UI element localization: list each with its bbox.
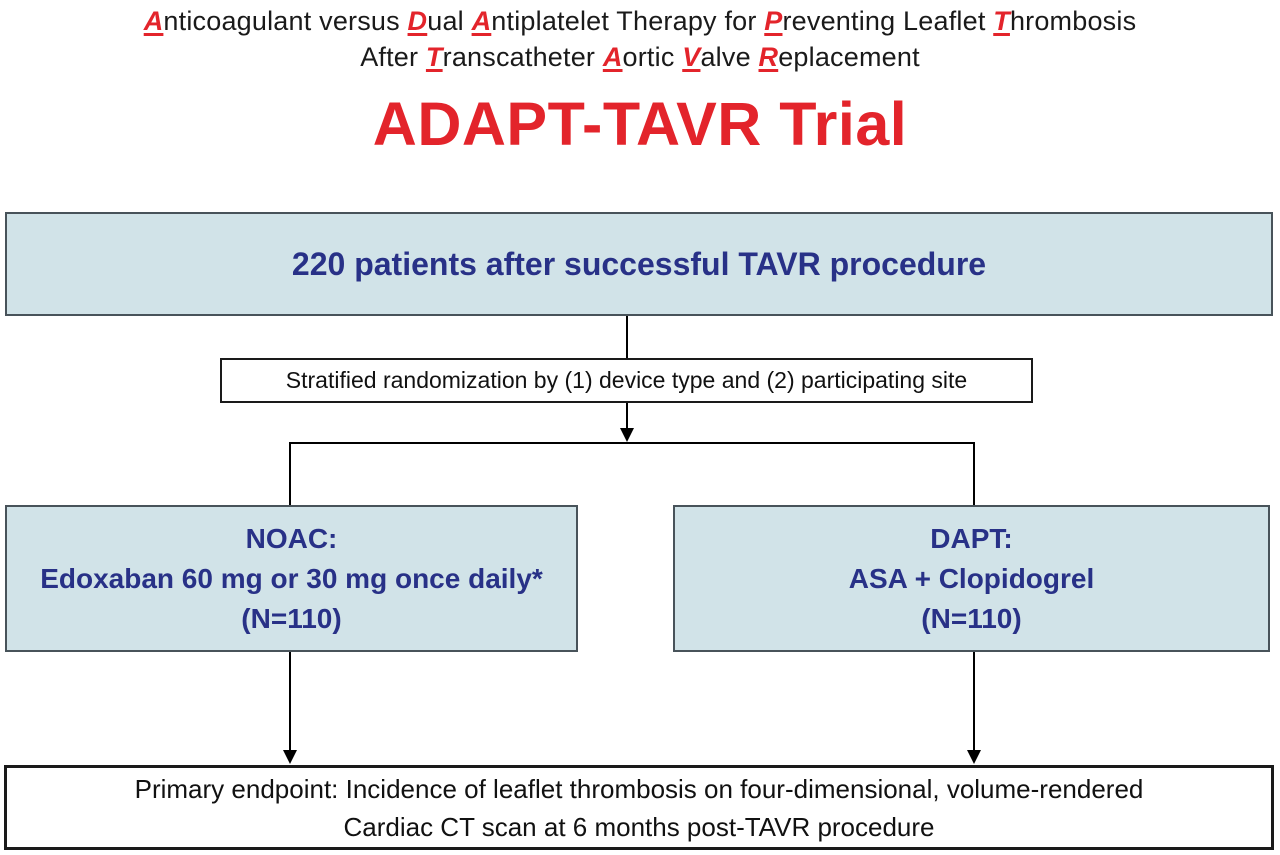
enrollment-box-text: 220 patients after successful TAVR proce…: [291, 245, 987, 282]
noac-arm-line3: (N=110): [241, 602, 342, 634]
primary-endpoint-box: Primary endpoint: Incidence of leaflet t…: [4, 765, 1274, 850]
noac-arm-line2: Edoxaban 60 mg or 30 mg once daily*: [40, 562, 543, 594]
study-full-title-line2: After Transcatheter Aortic Valve Replace…: [360, 42, 920, 72]
study-full-title-line1: Anticoagulant versus Dual Antiplatelet T…: [143, 6, 1137, 36]
accent-initial: T: [425, 42, 443, 72]
trial-acronym-title: ADAPT-TAVR Trial: [372, 90, 908, 158]
arrowhead-dapt-to-endpoint: [967, 750, 981, 764]
arrowhead-random-to-branch: [620, 428, 634, 442]
randomization-box: Stratified randomization by (1) device t…: [220, 358, 1033, 403]
primary-endpoint-line2: Cardiac CT scan at 6 months post-TAVR pr…: [343, 811, 935, 842]
accent-initial: T: [993, 6, 1010, 36]
dapt-arm-box: DAPT: ASA + Clopidogrel (N=110): [673, 505, 1270, 652]
accent-initial: R: [758, 42, 779, 72]
accent-initial: A: [471, 6, 492, 36]
primary-endpoint-line1: Primary endpoint: Incidence of leaflet t…: [134, 773, 1144, 804]
dapt-arm-line1: DAPT:: [930, 522, 1013, 554]
dapt-arm-line2: ASA + Clopidogrel: [848, 562, 1095, 594]
noac-arm-box: NOAC: Edoxaban 60 mg or 30 mg once daily…: [5, 505, 578, 652]
accent-initial: A: [143, 6, 164, 36]
accent-initial: P: [764, 6, 783, 36]
accent-initial: A: [602, 42, 623, 72]
study-full-title: Anticoagulant versus Dual Antiplatelet T…: [0, 3, 1280, 75]
randomization-box-text: Stratified randomization by (1) device t…: [285, 367, 968, 393]
arrowhead-noac-to-endpoint: [283, 750, 297, 764]
accent-initial: V: [682, 42, 701, 72]
noac-arm-line1: NOAC:: [245, 522, 338, 554]
enrollment-box: 220 patients after successful TAVR proce…: [5, 212, 1273, 316]
accent-initial: D: [407, 6, 428, 36]
dapt-arm-line3: (N=110): [921, 602, 1022, 634]
